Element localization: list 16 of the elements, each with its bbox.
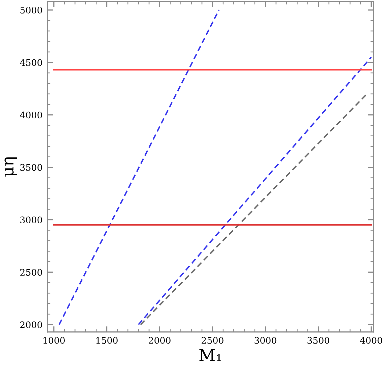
y-tick-label: 3000: [20, 216, 42, 224]
x-tick-label: 4000: [360, 337, 382, 344]
y-tick-label: 3500: [20, 164, 42, 172]
x-tick-label: 1000: [44, 337, 65, 344]
y-tick-label: 4500: [20, 59, 42, 66]
y-tick-label: 2000: [20, 322, 42, 328]
x-tick-label: 2000: [149, 337, 171, 344]
x-tick-label: 1500: [96, 337, 118, 344]
x-axis-title: M₁: [200, 349, 222, 362]
y-tick-label: 2500: [20, 269, 42, 276]
x-tick-label: 3000: [254, 337, 277, 344]
x-tick-label: 3500: [308, 337, 330, 344]
y-axis-title: μη: [4, 158, 18, 177]
y-tick-label: 4000: [20, 112, 42, 119]
y-tick-label: 5000: [20, 6, 42, 14]
x-tick-label: 2500: [202, 337, 224, 344]
